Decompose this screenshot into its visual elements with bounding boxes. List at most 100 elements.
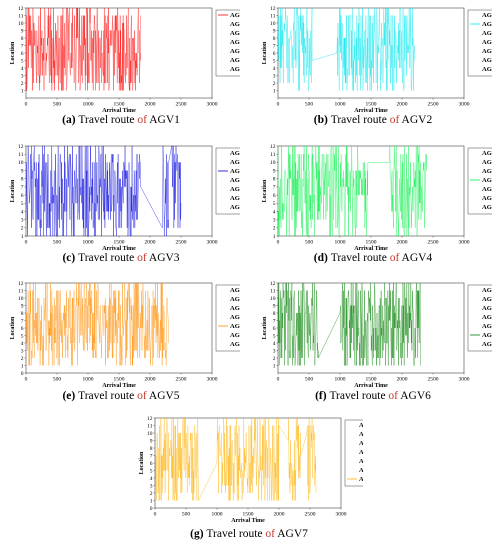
y-axis-label: Location: [10, 179, 16, 202]
x-axis-label: Arrival Time: [354, 383, 388, 389]
route-line-agv1: [25, 7, 141, 91]
y-tick-label: 7: [273, 43, 276, 49]
y-tick-label: 5: [273, 58, 276, 64]
caption-text: Travel route: [330, 114, 387, 126]
x-tick-label: 500: [182, 512, 191, 518]
x-tick-label: 1500: [366, 102, 377, 108]
y-tick-label: 8: [21, 36, 24, 42]
y-tick-label: 10: [270, 160, 276, 166]
y-tick-label: 4: [273, 341, 276, 347]
y-tick-label: 6: [21, 326, 24, 332]
legend-entry-agv7: AGV7: [230, 66, 240, 73]
y-tick-label: 8: [21, 177, 24, 183]
y-tick-label: 4: [21, 209, 24, 215]
x-tick-label: 1000: [212, 512, 223, 518]
y-tick-label: 9: [273, 168, 276, 174]
x-tick-label: 1000: [83, 377, 94, 383]
y-tick-label: 1: [21, 363, 24, 369]
x-tick-label: 1000: [335, 377, 346, 383]
x-tick-label: 2000: [145, 102, 156, 108]
legend-entry-agv7: AGV7: [230, 204, 240, 211]
y-tick-label: 11: [18, 13, 24, 19]
y-tick-label: 9: [273, 303, 276, 309]
legend-entry-agv7: AGV7: [359, 476, 363, 483]
x-tick-label: 2500: [428, 240, 439, 246]
x-tick-label: 0: [277, 102, 280, 108]
route-line-agv6: [278, 282, 421, 366]
x-tick-label: 0: [25, 240, 28, 246]
y-tick-label: 10: [18, 21, 24, 27]
x-tick-label: 500: [53, 102, 62, 108]
x-tick-label: 2000: [145, 377, 156, 383]
caption-text: Travel route: [330, 252, 387, 264]
legend-entry-agv7: AGV7: [482, 66, 492, 73]
y-tick-label: 3: [273, 73, 276, 79]
y-tick-label: 3: [21, 217, 24, 223]
y-tick-label: 7: [21, 43, 24, 49]
y-tick-label: 9: [273, 28, 276, 34]
x-axis-label: Arrival Time: [231, 518, 265, 524]
x-tick-label: 500: [53, 377, 62, 383]
legend-entry-agv5: AGV5: [482, 323, 492, 330]
legend-entry-agv5: AGV5: [359, 458, 363, 465]
y-tick-label: 8: [273, 311, 276, 317]
x-tick-label: 2000: [397, 102, 408, 108]
caption-text: Travel route: [78, 252, 135, 264]
y-tick-label: 12: [147, 416, 153, 422]
legend-entry-agv2: AGV2: [230, 296, 240, 303]
legend-entry-agv5: AGV5: [230, 323, 240, 330]
legend-entry-agv3: AGV3: [230, 30, 240, 37]
legend-entry-agv4: AGV4: [359, 449, 363, 456]
caption-agv: AGV7: [277, 528, 308, 540]
y-tick-label: 2: [273, 81, 276, 87]
x-tick-label: 1000: [83, 102, 94, 108]
x-axis-label: Arrival Time: [354, 108, 388, 114]
caption-key: (c): [62, 252, 79, 264]
y-tick-label: 10: [270, 21, 276, 27]
x-tick-label: 1500: [366, 377, 377, 383]
x-tick-label: 0: [277, 240, 280, 246]
legend-entry-agv3: AGV3: [482, 305, 492, 312]
y-tick-label: 9: [21, 28, 24, 34]
x-tick-label: 0: [25, 377, 28, 383]
caption-text: Travel route: [206, 528, 263, 540]
legend-entry-agv3: AGV3: [230, 305, 240, 312]
plot-frame: [154, 417, 342, 509]
y-tick-label: 0: [21, 371, 24, 377]
y-tick-label: 3: [21, 73, 24, 79]
y-tick-label: 7: [21, 318, 24, 324]
legend: AGV1 AGV2 AGV3 AGV4 AGV5 AGV6 AGV7: [467, 147, 492, 215]
legend-entry-agv2: AGV2: [230, 21, 240, 28]
figure-caption-4: (d) Travel route of AGV4: [293, 252, 453, 264]
y-tick-label: 6: [21, 51, 24, 57]
legend-entry-agv4: AGV4: [230, 39, 240, 46]
x-tick-label: 2500: [305, 512, 316, 518]
x-axis-label: Arrival Time: [102, 383, 136, 389]
y-tick-label: 12: [18, 144, 24, 150]
route-line-agv7: [155, 417, 317, 501]
caption-agv: AGV1: [149, 114, 180, 126]
x-tick-label: 3000: [207, 377, 218, 383]
legend-entry-agv6: AGV6: [482, 195, 492, 202]
legend-entry-agv4: AGV4: [230, 177, 240, 184]
route-line-agv5: [25, 282, 169, 366]
x-tick-label: 1000: [335, 240, 346, 246]
x-tick-label: 3000: [459, 240, 470, 246]
x-tick-label: 1000: [83, 240, 94, 246]
y-tick-label: 10: [18, 160, 24, 166]
x-tick-label: 500: [305, 102, 314, 108]
y-tick-label: 7: [273, 185, 276, 191]
figure-caption-2: (b) Travel route of AGV2: [293, 114, 453, 126]
x-tick-label: 1500: [114, 102, 125, 108]
legend-entry-agv5: AGV5: [230, 186, 240, 193]
legend: AGV1 AGV2 AGV3 AGV4 AGV5 AGV6 AGV7: [215, 147, 240, 215]
y-tick-label: 5: [21, 201, 24, 207]
y-tick-label: 8: [273, 36, 276, 42]
x-tick-label: 1500: [114, 377, 125, 383]
y-tick-label: 10: [270, 296, 276, 302]
legend-entry-agv2: AGV2: [482, 296, 492, 303]
x-tick-label: 2000: [397, 377, 408, 383]
legend: AGV1 AGV2 AGV3 AGV4 AGV5 AGV6 AGV7: [467, 9, 492, 77]
